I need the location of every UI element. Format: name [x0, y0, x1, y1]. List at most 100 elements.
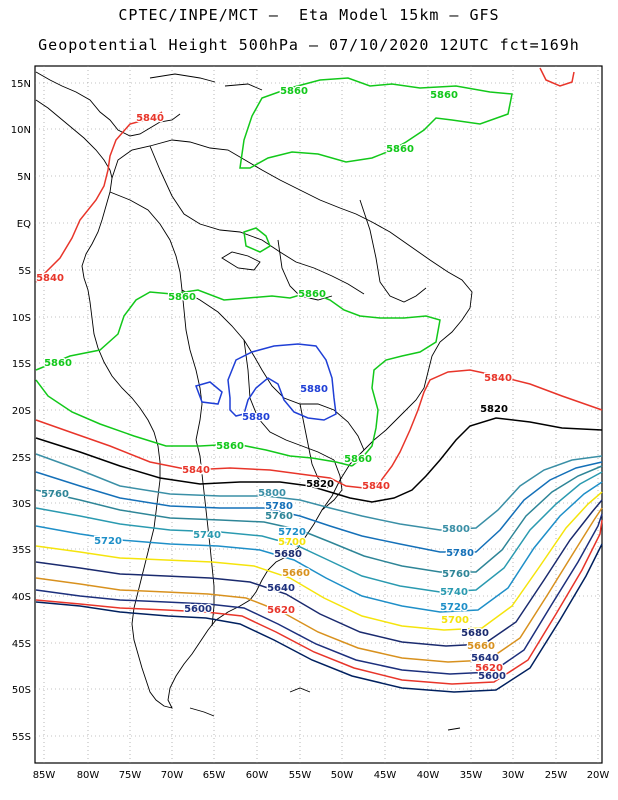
contour-label-5660: 5660	[467, 641, 495, 652]
contour-5660	[35, 507, 603, 663]
lon-tick-label: 55W	[289, 770, 312, 781]
lat-tick-label: 15N	[11, 79, 31, 90]
contour-label-5760: 5760	[265, 511, 293, 522]
lat-lon-grid	[35, 66, 602, 763]
lat-tick-label: 10N	[11, 125, 31, 136]
border-ecuador-colombia-peru	[109, 191, 183, 291]
border-northern	[149, 145, 365, 295]
contour-5600	[35, 543, 603, 693]
contour-5880-loop	[227, 343, 337, 421]
contour-label-5840: 5840	[484, 373, 512, 384]
hispaniola-island	[224, 83, 263, 91]
contour-label-5820: 5820	[480, 404, 508, 415]
contour-label-5860: 5860	[168, 292, 196, 303]
contour-5820	[35, 417, 603, 503]
border-uruguay	[321, 459, 343, 511]
contour-5700	[35, 491, 603, 631]
border-guianas	[359, 199, 427, 303]
contour-5880-small	[195, 381, 223, 405]
contour-label-5880: 5880	[300, 384, 328, 395]
border-chile-argentina	[195, 439, 215, 627]
lat-tick-label: 20S	[12, 406, 31, 417]
contour-label-5660: 5660	[282, 568, 310, 579]
border-bolivia-paraguay	[243, 339, 335, 461]
contour-label-5640: 5640	[471, 653, 499, 664]
contour-5840-north	[35, 111, 163, 283]
lon-tick-label: 75W	[119, 770, 142, 781]
contour-label-5800: 5800	[442, 524, 470, 535]
coastlines	[35, 71, 473, 731]
contour-label-5880: 5880	[242, 412, 270, 423]
contour-label-5840: 5840	[362, 481, 390, 492]
contour-label-5840: 5840	[136, 113, 164, 124]
lat-tick-label: 30S	[12, 499, 31, 510]
lon-tick-label: 35W	[460, 770, 483, 781]
contour-label-5760: 5760	[41, 489, 69, 500]
contour-label-5600: 5600	[184, 604, 212, 615]
contour-label-5860: 5860	[216, 441, 244, 452]
contour-5840-mid	[35, 369, 603, 489]
lon-tick-label: 80W	[77, 770, 100, 781]
contour-5800	[35, 453, 603, 531]
contour-label-5840: 5840	[182, 465, 210, 476]
contour-label-5620: 5620	[267, 605, 295, 616]
contour-5640	[35, 513, 603, 675]
contour-label-5700: 5700	[278, 537, 306, 548]
border-venezuela-brazil	[277, 239, 333, 301]
contour-label-5760: 5760	[442, 569, 470, 580]
lat-tick-label: 35S	[12, 545, 31, 556]
contour-label-5740: 5740	[440, 587, 468, 598]
contour-label-5800: 5800	[258, 488, 286, 499]
border-paraguay-argentina	[299, 403, 329, 489]
contour-5860-north-loop	[239, 77, 513, 169]
lon-tick-label: 70W	[161, 770, 184, 781]
contour-label-5860: 5860	[386, 144, 414, 155]
lake-feature	[221, 251, 261, 271]
lon-tick-label: 45W	[374, 770, 397, 781]
lat-tick-label: EQ	[17, 219, 31, 230]
border-peru-bolivia	[181, 289, 203, 441]
contour-label-5840: 5840	[36, 273, 64, 284]
contour-label-5680: 5680	[274, 549, 302, 560]
contour-5860-small-loop	[243, 227, 271, 253]
contour-label-5720: 5720	[94, 536, 122, 547]
lon-tick-label: 30W	[502, 770, 525, 781]
contour-5860-south-edge	[35, 379, 353, 467]
lon-tick-label: 65W	[203, 770, 226, 781]
lat-tick-label: 40S	[12, 592, 31, 603]
contour-5720	[35, 481, 603, 613]
map-title-line-2: Geopotential Height 500hPa – 07/10/2020 …	[38, 36, 580, 54]
contour-label-5700: 5700	[441, 615, 469, 626]
contour-label-5860: 5860	[44, 358, 72, 369]
lat-tick-label: 50S	[12, 685, 31, 696]
contour-5860-central	[35, 289, 441, 467]
south-georgia-island	[447, 727, 461, 731]
contour-lines	[35, 67, 603, 693]
contour-label-5780: 5780	[265, 501, 293, 512]
contour-label-5860: 5860	[298, 289, 326, 300]
south-america-coast	[81, 139, 473, 709]
contour-label-5680: 5680	[461, 628, 489, 639]
contour-label-5720: 5720	[440, 602, 468, 613]
lat-tick-label: 55S	[12, 732, 31, 743]
contour-5740	[35, 471, 603, 593]
contour-label-5640: 5640	[267, 583, 295, 594]
lon-tick-label: 20W	[587, 770, 610, 781]
contour-labels: 5860 5860 5860 5840 5840 5860 5860 5860 5880 5880…	[35, 85, 513, 684]
contour-5620	[35, 519, 603, 685]
contour-5680	[35, 499, 603, 647]
lon-tick-label: 25W	[545, 770, 568, 781]
lon-tick-label: 85W	[33, 770, 56, 781]
contour-label-5860: 5860	[344, 454, 372, 465]
cuba-island	[149, 73, 216, 83]
contour-label-5780: 5780	[446, 548, 474, 559]
contour-label-5860: 5860	[280, 86, 308, 97]
contour-label-5740: 5740	[193, 530, 221, 541]
contour-5760	[35, 465, 603, 573]
contour-label-5860: 5860	[430, 90, 458, 101]
contour-label-5600: 5600	[478, 671, 506, 682]
lat-tick-label: 25S	[12, 453, 31, 464]
lat-tick-label: 15S	[12, 359, 31, 370]
map-frame	[34, 65, 603, 764]
contour-5780	[35, 461, 603, 553]
